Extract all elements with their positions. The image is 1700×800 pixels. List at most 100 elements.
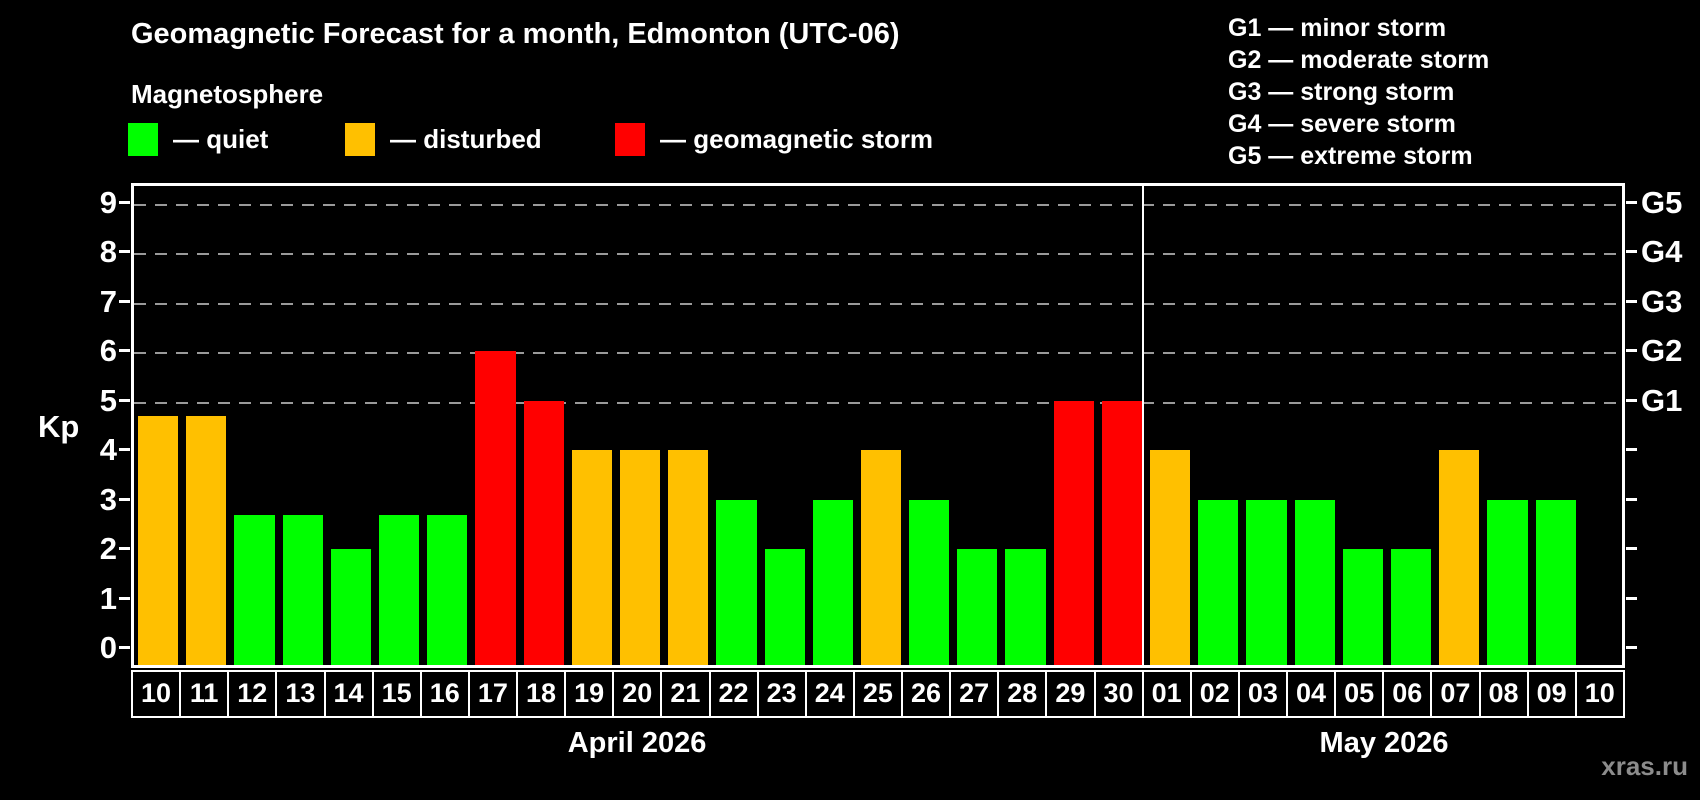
kp-bar-18-day-28: [1005, 549, 1046, 665]
date-cell-7: 17: [467, 670, 518, 718]
date-cell-6: 16: [419, 670, 470, 718]
watermark: xras.ru: [1601, 751, 1688, 781]
g-axis-label-G3: G3: [1641, 283, 1683, 319]
date-cell-21: 01: [1141, 670, 1192, 718]
kp-bar-24-day-04: [1294, 499, 1335, 665]
y-tick-label-6: 6: [99, 333, 117, 369]
kp-bar-8-day-18: [523, 400, 564, 665]
kp-bar-13-day-23: [764, 549, 805, 665]
y-tick-left-9: [119, 200, 130, 204]
y-tick-label-9: 9: [99, 184, 117, 220]
y-tick-label-5: 5: [99, 382, 117, 418]
plot-area: [131, 183, 1625, 668]
y-tick-left-8: [119, 250, 130, 254]
date-cell-9: 19: [564, 670, 615, 718]
date-cell-8: 18: [516, 670, 567, 718]
y-tick-right-8: [1626, 250, 1637, 254]
kp-bar-17-day-27: [957, 549, 998, 665]
date-cell-15: 25: [852, 670, 903, 718]
gridline-kp-6: [134, 352, 1622, 355]
legend-label: — quiet: [173, 124, 269, 154]
kp-bar-15-day-25: [860, 450, 902, 665]
date-cell-0: 10: [131, 670, 182, 718]
date-cell-27: 07: [1430, 670, 1481, 718]
month-label-2: May 2026: [1319, 727, 1449, 759]
y-tick-right-2: [1626, 547, 1637, 551]
kp-bar-14-day-24: [812, 499, 853, 665]
y-tick-right-3: [1626, 497, 1637, 501]
date-cell-23: 03: [1237, 670, 1288, 718]
kp-bar-26-day-06: [1391, 549, 1432, 665]
page-title: Geomagnetic Forecast for a month, Edmont…: [131, 18, 900, 50]
date-cell-4: 14: [323, 670, 374, 718]
kp-bar-9-day-19: [571, 450, 612, 665]
y-tick-label-8: 8: [99, 234, 117, 270]
g-legend-line-1: G1 — minor storm: [1228, 14, 1447, 42]
month-separator-line: [1142, 186, 1145, 665]
kp-bar-28-day-08: [1487, 499, 1528, 665]
y-tick-left-1: [119, 596, 130, 600]
date-cell-13: 23: [756, 670, 807, 718]
date-cell-29: 09: [1526, 670, 1577, 718]
date-cell-30: 10: [1574, 670, 1625, 718]
y-tick-right-6: [1626, 349, 1637, 353]
y-tick-right-5: [1626, 398, 1637, 402]
date-cell-14: 24: [804, 670, 855, 718]
date-cell-20: 30: [1093, 670, 1144, 718]
kp-bar-3-day-13: [282, 514, 323, 665]
g-legend-line-3: G3 — strong storm: [1228, 78, 1455, 106]
y-tick-right-4: [1626, 448, 1637, 452]
g-legend-line-4: G4 — severe storm: [1228, 110, 1456, 138]
kp-bar-29-day-09: [1535, 499, 1576, 665]
date-cell-28: 08: [1478, 670, 1529, 718]
legend-label: — disturbed: [390, 124, 542, 154]
y-tick-label-2: 2: [99, 531, 117, 567]
gridline-kp-5: [134, 401, 1622, 404]
kp-bar-27-day-07: [1439, 450, 1480, 665]
date-cell-19: 29: [1045, 670, 1096, 718]
kp-bar-20-day-30: [1101, 400, 1143, 665]
date-cell-2: 12: [227, 670, 278, 718]
g-axis-label-G4: G4: [1641, 234, 1683, 270]
date-cell-12: 22: [708, 670, 759, 718]
gridline-kp-9: [134, 203, 1622, 206]
legend-item-disturbed: — disturbed: [345, 123, 542, 156]
magnetosphere-subtitle: Magnetosphere: [131, 79, 324, 109]
kp-bar-22-day-02: [1198, 499, 1239, 665]
gridline-kp-7: [134, 302, 1622, 305]
kp-bar-1-day-11: [186, 415, 227, 665]
y-tick-left-7: [119, 299, 130, 303]
kp-bar-11-day-21: [668, 450, 709, 665]
y-tick-right-9: [1626, 200, 1637, 204]
kp-bar-12-day-22: [716, 499, 757, 665]
y-tick-label-3: 3: [99, 481, 117, 517]
kp-bar-10-day-20: [619, 450, 661, 665]
y-tick-right-7: [1626, 299, 1637, 303]
date-cell-24: 04: [1286, 670, 1337, 718]
y-tick-right-1: [1626, 596, 1637, 600]
kp-bar-4-day-14: [330, 549, 371, 665]
kp-bar-5-day-15: [378, 514, 420, 665]
y-tick-left-6: [119, 349, 130, 353]
g-axis-label-G1: G1: [1641, 382, 1683, 418]
legend-label: — geomagnetic storm: [660, 124, 934, 154]
legend-swatch-quiet: [128, 123, 158, 156]
legend-item-storm: — geomagnetic storm: [615, 123, 933, 156]
kp-bar-6-day-16: [427, 514, 468, 665]
y-tick-left-0: [119, 646, 130, 650]
y-tick-left-4: [119, 448, 130, 452]
date-cell-1: 11: [179, 670, 230, 718]
kp-bar-7-day-17: [475, 351, 516, 665]
kp-bar-19-day-29: [1053, 400, 1094, 665]
kp-bar-21-day-01: [1150, 450, 1191, 665]
y-tick-label-0: 0: [99, 630, 117, 666]
y-tick-label-4: 4: [99, 432, 117, 468]
date-cell-3: 13: [275, 670, 326, 718]
kp-bar-23-day-03: [1246, 499, 1287, 665]
kp-bar-16-day-26: [909, 499, 950, 665]
legend-swatch-storm: [615, 123, 645, 156]
date-cell-11: 21: [660, 670, 711, 718]
g-legend-line-5: G5 — extreme storm: [1228, 142, 1473, 170]
month-label-1: April 2026: [567, 727, 707, 759]
